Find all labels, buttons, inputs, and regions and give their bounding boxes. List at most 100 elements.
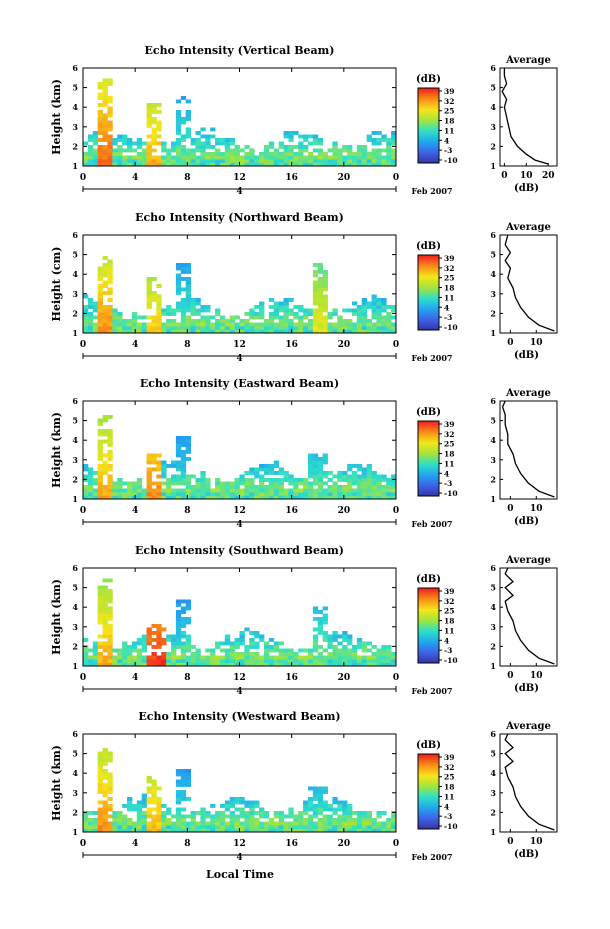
heatmap-cell — [185, 266, 191, 271]
colorbar-unit: (dB) — [416, 740, 441, 751]
heatmap-cell — [180, 298, 187, 302]
heatmap-cell — [288, 138, 294, 142]
heatmap-cell — [102, 418, 108, 423]
heatmap-cell — [371, 659, 377, 663]
heatmap-cell — [87, 315, 94, 320]
heatmap-cell — [249, 652, 255, 656]
heatmap-cell — [190, 821, 196, 826]
heatmap-cell — [175, 446, 182, 451]
heatmap-cell — [200, 152, 206, 156]
heatmap-cell — [268, 145, 275, 149]
heatmap-cell — [156, 645, 162, 649]
heatmap-cell — [342, 818, 348, 822]
heatmap-cell — [229, 138, 236, 142]
heatmap-cell — [386, 148, 392, 153]
heatmap-cell — [366, 464, 372, 468]
heatmap-cell — [97, 478, 103, 482]
heatmap-cell — [327, 662, 333, 667]
heatmap-cell — [342, 648, 348, 653]
heatmap-cell — [356, 821, 363, 826]
heatmap-cell — [131, 648, 138, 653]
heatmap-cell — [356, 329, 363, 334]
heatmap-cell — [185, 134, 191, 139]
y-tick-label: 2 — [72, 308, 78, 318]
heatmap-cell — [190, 659, 196, 663]
heatmap-cell — [127, 804, 133, 808]
colorbar-segment — [418, 458, 439, 461]
heatmap-cell — [381, 652, 387, 656]
heatmap-cell — [219, 811, 226, 815]
heatmap-cell — [312, 134, 319, 139]
profile-y-tick-label: 6 — [490, 63, 496, 73]
heatmap-cell — [273, 648, 280, 653]
heatmap-cell — [156, 655, 162, 660]
heatmap-cell — [156, 800, 162, 805]
date-label: Feb 2007 — [412, 353, 453, 363]
heatmap-cell — [185, 662, 191, 667]
heatmap-cell — [361, 818, 368, 822]
heatmap-cell — [97, 131, 103, 135]
heatmap-cell — [107, 613, 113, 618]
colorbar-segment — [418, 454, 439, 458]
heatmap-cell — [102, 120, 108, 125]
heatmap-cell — [229, 659, 236, 663]
heatmap-cell — [180, 138, 187, 142]
heatmap-cell — [273, 662, 280, 667]
heatmap-cell — [327, 828, 333, 833]
heatmap-cell — [361, 648, 368, 653]
heatmap-cell — [224, 641, 231, 646]
heatmap-cells — [83, 256, 397, 334]
heatmap-cell — [175, 120, 182, 125]
heatmap-cell — [131, 155, 138, 160]
heatmap-cell — [244, 662, 250, 667]
heatmap-cell — [185, 280, 191, 285]
heatmap-cell — [244, 162, 250, 167]
heatmap-cell — [249, 152, 255, 156]
heatmap-cell — [175, 492, 182, 496]
y-axis-label: Height (km) — [50, 79, 63, 155]
heatmap-cell — [283, 319, 289, 323]
heatmap-cell — [312, 315, 319, 320]
heatmap-cell — [239, 811, 245, 815]
heatmap-cell — [107, 492, 113, 496]
colorbar-tick-label: 39 — [444, 753, 454, 762]
y-tick-label: 5 — [72, 583, 78, 593]
heatmap-cell — [332, 648, 338, 653]
heatmap-cell — [229, 662, 236, 667]
heatmap-cell — [361, 659, 368, 663]
heatmap-cell — [356, 467, 363, 472]
heatmap-cell — [185, 315, 191, 320]
heatmap-cell — [136, 652, 143, 656]
heatmap-cell — [342, 655, 348, 660]
heatmap-cell — [268, 655, 275, 660]
heatmap-cell — [273, 152, 280, 156]
heatmap-cell — [234, 814, 240, 819]
colorbar-segment — [418, 318, 439, 322]
heatmap-cell — [175, 641, 182, 646]
heatmap-cell — [185, 322, 191, 327]
heatmap-cell — [312, 828, 319, 833]
heatmap-cell — [180, 467, 187, 472]
colorbar-tick-label: 32 — [444, 763, 454, 772]
heatmap-cell — [249, 471, 255, 475]
heatmap-cell — [102, 828, 108, 833]
heatmap-cell — [97, 589, 103, 593]
heatmap-cell — [356, 811, 363, 815]
heatmap-cell — [317, 148, 324, 153]
heatmap-cell — [190, 148, 196, 153]
colorbar-segment — [418, 311, 439, 314]
heatmap-cell — [229, 488, 236, 493]
heatmap-cell — [215, 488, 221, 493]
heatmap-cell — [342, 145, 348, 149]
heatmap-cell — [136, 492, 143, 496]
heatmap-cell — [351, 471, 358, 475]
heatmap-cell — [332, 162, 338, 167]
heatmap-cell — [249, 655, 255, 660]
heatmap-cell — [322, 634, 328, 639]
heatmap-cell — [146, 814, 152, 819]
heatmap-cell — [249, 495, 255, 500]
heatmap-cell — [234, 492, 240, 496]
heatmap-cell — [278, 821, 284, 826]
heatmap-cell — [83, 162, 89, 167]
colorbar-segment — [418, 823, 439, 826]
